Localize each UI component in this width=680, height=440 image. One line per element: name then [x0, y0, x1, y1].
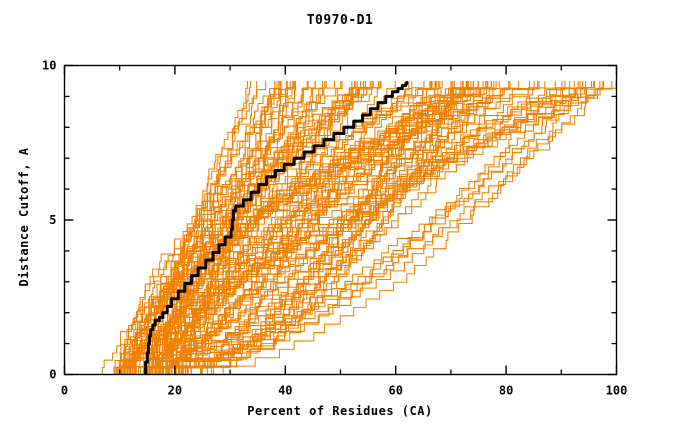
x-tick-label: 60 [388, 384, 402, 398]
x-tick-label: 40 [278, 384, 292, 398]
ensemble-curve [140, 80, 488, 375]
axes-layer [63, 64, 618, 376]
ensemble-curve [159, 80, 579, 375]
ensemble-curve [155, 80, 613, 375]
ensemble-curve [110, 80, 252, 375]
ensemble-curve [135, 80, 605, 375]
ensemble-curve [168, 80, 510, 375]
ensemble-curve [114, 80, 563, 375]
data-series-layer [101, 80, 617, 375]
ensemble-curve [174, 80, 511, 375]
ensemble-curve [124, 80, 433, 375]
ensemble-curve [161, 80, 497, 375]
y-tick-label: 0 [49, 368, 56, 382]
ensemble-curve [139, 80, 556, 375]
page-title: T0970-D1 [306, 13, 374, 28]
tick-labels-layer: 0 20 40 60 80 100 0 5 10 [42, 59, 627, 398]
x-axis-label: Percent of Residues (CA) [247, 404, 433, 418]
ensemble-curve [170, 80, 489, 375]
x-tick-label: 0 [61, 384, 68, 398]
ensemble-curve [136, 80, 540, 375]
y-tick-label: 5 [49, 213, 56, 227]
x-tick-label: 80 [499, 384, 513, 398]
background-curves [101, 80, 617, 375]
ensemble-curve [148, 80, 258, 375]
y-tick-label: 10 [42, 59, 56, 73]
x-tick-label: 20 [168, 384, 182, 398]
ensemble-curve [119, 80, 500, 375]
ensemble-curve [165, 80, 566, 375]
ensemble-curve [123, 80, 323, 375]
highlighted-curve [144, 81, 409, 375]
x-tick-label: 100 [606, 384, 628, 398]
ensemble-curve [171, 80, 583, 375]
ensemble-curve [129, 80, 382, 375]
ensemble-curve [146, 80, 584, 375]
ensemble-curve [131, 80, 492, 375]
ensemble-curve [133, 80, 436, 375]
ensemble-curve [105, 80, 587, 375]
